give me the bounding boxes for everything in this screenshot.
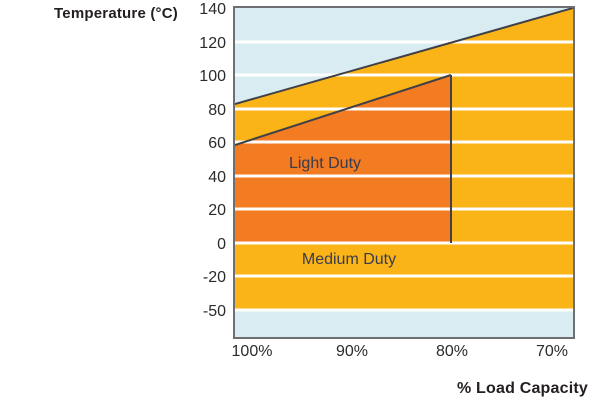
y-tick-140: 140 <box>199 1 226 18</box>
medium-duty-label: Medium Duty <box>301 251 397 268</box>
y-tick-120: 120 <box>199 35 226 52</box>
x-tick-80pct: 80% <box>435 343 469 360</box>
y-axis-title: Temperature (°C) <box>54 5 178 22</box>
y-tick-20: 20 <box>208 202 226 219</box>
y-tick-100: 100 <box>199 68 226 85</box>
x-axis-title: % Load Capacity <box>456 380 588 397</box>
light-duty-label: Light Duty <box>288 155 362 172</box>
y-tick-60: 60 <box>208 135 226 152</box>
medium-duty-limit-line <box>235 8 573 105</box>
y-tick-0: 0 <box>217 236 226 253</box>
light-duty-region <box>235 75 451 243</box>
plot-canvas <box>235 8 573 337</box>
y-tick-40: 40 <box>208 169 226 186</box>
gridlines <box>235 40 573 312</box>
y-tick-80: 80 <box>208 102 226 119</box>
x-tick-100pct: 100% <box>231 343 273 360</box>
y-tick-neg20: -20 <box>202 269 226 286</box>
x-tick-90pct: 90% <box>335 343 369 360</box>
limit-lines <box>235 8 573 243</box>
plot-area <box>233 6 575 339</box>
y-tick-neg50: -50 <box>202 303 226 320</box>
x-tick-70pct: 70% <box>535 343 569 360</box>
light-duty-limit-line <box>235 74 452 146</box>
